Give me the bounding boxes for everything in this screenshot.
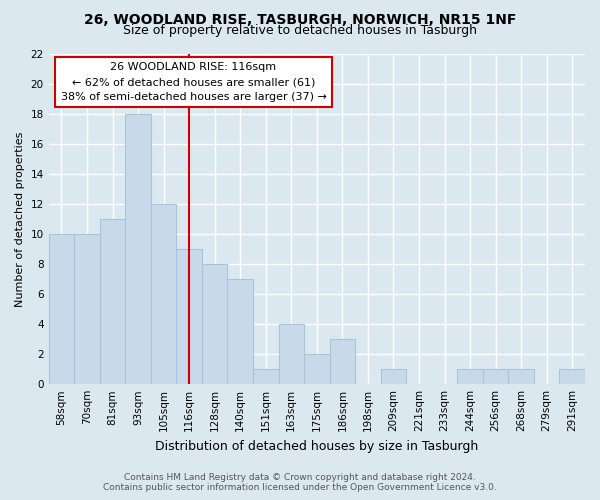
- Bar: [176, 249, 202, 384]
- Bar: [49, 234, 74, 384]
- Bar: [304, 354, 329, 384]
- Bar: [483, 369, 508, 384]
- Bar: [508, 369, 534, 384]
- Text: 26 WOODLAND RISE: 116sqm
← 62% of detached houses are smaller (61)
38% of semi-d: 26 WOODLAND RISE: 116sqm ← 62% of detach…: [61, 62, 326, 102]
- Bar: [100, 219, 125, 384]
- Bar: [151, 204, 176, 384]
- Bar: [202, 264, 227, 384]
- Text: 26, WOODLAND RISE, TASBURGH, NORWICH, NR15 1NF: 26, WOODLAND RISE, TASBURGH, NORWICH, NR…: [84, 12, 516, 26]
- Y-axis label: Number of detached properties: Number of detached properties: [15, 132, 25, 307]
- Text: Contains HM Land Registry data © Crown copyright and database right 2024.
Contai: Contains HM Land Registry data © Crown c…: [103, 473, 497, 492]
- Bar: [253, 369, 278, 384]
- Bar: [329, 339, 355, 384]
- Bar: [457, 369, 483, 384]
- X-axis label: Distribution of detached houses by size in Tasburgh: Distribution of detached houses by size …: [155, 440, 478, 452]
- Bar: [74, 234, 100, 384]
- Bar: [125, 114, 151, 384]
- Bar: [278, 324, 304, 384]
- Bar: [380, 369, 406, 384]
- Bar: [227, 279, 253, 384]
- Bar: [559, 369, 585, 384]
- Text: Size of property relative to detached houses in Tasburgh: Size of property relative to detached ho…: [123, 24, 477, 37]
